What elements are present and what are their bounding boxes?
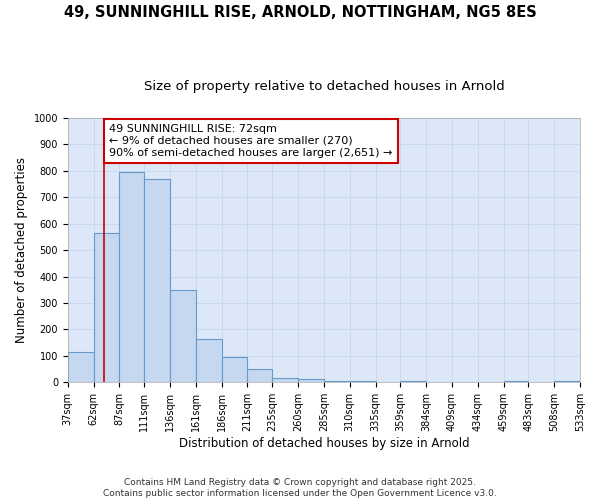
Text: 49, SUNNINGHILL RISE, ARNOLD, NOTTINGHAM, NG5 8ES: 49, SUNNINGHILL RISE, ARNOLD, NOTTINGHAM…: [64, 5, 536, 20]
Bar: [324, 381, 350, 382]
Bar: [554, 381, 580, 382]
Bar: [350, 381, 376, 382]
Bar: [400, 381, 426, 382]
Bar: [247, 368, 272, 382]
Bar: [503, 381, 529, 382]
Text: 49 SUNNINGHILL RISE: 72sqm
← 9% of detached houses are smaller (270)
90% of semi: 49 SUNNINGHILL RISE: 72sqm ← 9% of detac…: [109, 124, 392, 158]
Bar: [68, 352, 94, 382]
Bar: [170, 290, 196, 382]
Bar: [221, 356, 247, 382]
Bar: [272, 378, 298, 382]
Bar: [144, 178, 170, 382]
Bar: [119, 172, 144, 382]
Y-axis label: Number of detached properties: Number of detached properties: [15, 157, 28, 343]
X-axis label: Distribution of detached houses by size in Arnold: Distribution of detached houses by size …: [179, 437, 469, 450]
Bar: [298, 379, 324, 382]
Bar: [196, 338, 221, 382]
Text: Contains HM Land Registry data © Crown copyright and database right 2025.
Contai: Contains HM Land Registry data © Crown c…: [103, 478, 497, 498]
Bar: [94, 233, 119, 382]
Title: Size of property relative to detached houses in Arnold: Size of property relative to detached ho…: [143, 80, 504, 93]
